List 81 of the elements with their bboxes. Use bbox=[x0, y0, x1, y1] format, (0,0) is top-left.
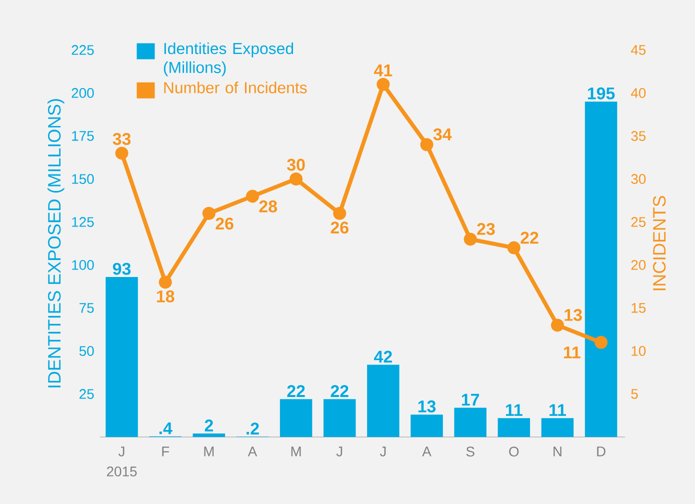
data-label: .4 bbox=[159, 422, 172, 434]
point bbox=[246, 190, 259, 203]
bar bbox=[498, 418, 530, 437]
data-label: 13 bbox=[418, 400, 436, 412]
legend-label: Number of Incidents bbox=[164, 82, 307, 94]
data-label: 30 bbox=[287, 158, 305, 171]
bar bbox=[324, 399, 356, 437]
bar bbox=[584, 102, 618, 437]
data-label: 93 bbox=[112, 262, 131, 275]
x-tick-label: N bbox=[554, 446, 562, 456]
bar bbox=[541, 418, 574, 437]
point bbox=[507, 241, 520, 254]
y2-tick-label: 15 bbox=[632, 303, 646, 313]
y-tick-label: 125 bbox=[72, 217, 94, 227]
x-tick-label: D bbox=[597, 446, 606, 456]
data-label: 34 bbox=[433, 128, 452, 140]
point bbox=[550, 318, 564, 332]
point bbox=[376, 78, 390, 91]
y2-tick-label: 40 bbox=[630, 88, 646, 98]
data-label: 22 bbox=[330, 385, 348, 397]
x-tick-label: S bbox=[466, 446, 474, 457]
x-tick-label: M bbox=[291, 446, 301, 456]
data-label: 11 bbox=[506, 404, 522, 416]
x-tick-label: A bbox=[248, 446, 258, 456]
point bbox=[420, 138, 434, 152]
data-label: 2 bbox=[204, 420, 213, 432]
point bbox=[464, 232, 477, 246]
bar bbox=[280, 399, 312, 437]
data-label: 22 bbox=[520, 232, 538, 244]
bar bbox=[410, 414, 443, 437]
y2-tick-label: 5 bbox=[631, 389, 638, 399]
y-tick-label: 225 bbox=[72, 45, 94, 55]
data-label: 26 bbox=[330, 222, 348, 234]
data-label: 23 bbox=[477, 222, 495, 235]
y2-tick-label: 30 bbox=[631, 174, 646, 184]
data-label: 195 bbox=[588, 87, 615, 100]
data-label: 13 bbox=[564, 308, 582, 321]
bar bbox=[192, 434, 226, 437]
x-tick-label: J bbox=[118, 446, 124, 456]
x-tick-label: O bbox=[509, 446, 519, 457]
text: 2015 bbox=[106, 466, 137, 476]
y2-tick-label: 25 bbox=[631, 217, 646, 227]
y-tick-label: 150 bbox=[72, 174, 94, 184]
point bbox=[290, 172, 303, 186]
x-tick-label: J bbox=[380, 446, 386, 456]
data-label: 18 bbox=[156, 290, 174, 302]
data-label: .2 bbox=[246, 422, 259, 434]
data-label: 33 bbox=[112, 132, 131, 145]
y-tick-label: 175 bbox=[72, 131, 94, 141]
y-tick-label: 50 bbox=[79, 346, 94, 356]
bar bbox=[454, 408, 486, 437]
x-tick-label: F bbox=[162, 446, 170, 456]
point bbox=[158, 276, 172, 289]
y-axis-title: IDENTITIES EXPOSED (MILLIONS) bbox=[48, 99, 64, 388]
legend-label: Identities Exposed (Millions) bbox=[164, 42, 294, 76]
y-tick-label: 100 bbox=[72, 260, 94, 270]
point bbox=[333, 206, 346, 220]
bar bbox=[367, 364, 400, 437]
data-label: 17 bbox=[462, 394, 480, 406]
x-tick-label: A bbox=[422, 446, 432, 456]
y2-tick-label: 10 bbox=[632, 346, 646, 356]
data-label: 26 bbox=[216, 218, 234, 230]
point bbox=[115, 146, 128, 160]
data-label: 22 bbox=[287, 385, 305, 397]
y-tick-label: 25 bbox=[80, 389, 94, 399]
data-label: 41 bbox=[374, 64, 392, 76]
point bbox=[594, 336, 608, 349]
data-label: 28 bbox=[259, 200, 278, 212]
bar bbox=[106, 277, 138, 437]
data-label: 42 bbox=[374, 350, 392, 363]
y-tick-label: 200 bbox=[72, 88, 94, 98]
y2-tick-label: 45 bbox=[630, 45, 646, 55]
y2-tick-label: 20 bbox=[631, 260, 646, 270]
y2-tick-label: 35 bbox=[631, 131, 646, 141]
y-tick-label: 75 bbox=[80, 303, 94, 313]
x-tick-label: M bbox=[204, 446, 214, 456]
x-tick-label: J bbox=[336, 446, 342, 456]
y2-axis-title: INCIDENTS bbox=[653, 196, 666, 290]
data-label: 11 bbox=[564, 346, 580, 358]
data-label: 11 bbox=[550, 404, 566, 416]
point bbox=[202, 206, 216, 220]
